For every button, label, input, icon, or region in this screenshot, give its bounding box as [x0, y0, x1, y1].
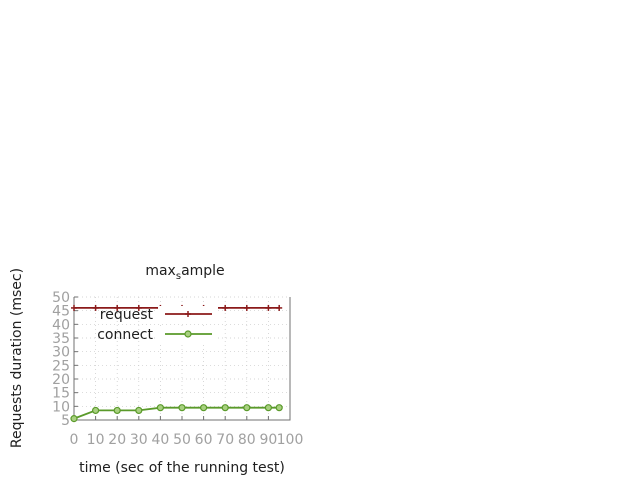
data-point: [221, 404, 229, 412]
x-tick-label: 50: [173, 432, 191, 448]
y-tick-label: 40: [52, 317, 70, 333]
data-point: [243, 304, 250, 311]
x-tick-label: 30: [130, 432, 148, 448]
y-tick-label: 30: [52, 345, 70, 361]
y-tick-label: 25: [52, 358, 70, 374]
axes: [73, 296, 291, 421]
legend: request connect: [97, 306, 218, 343]
y-axis-title: Requests duration (msec): [9, 268, 25, 448]
legend-label-request: request: [100, 307, 154, 323]
x-tick-label: 70: [216, 432, 234, 448]
chart-title-subscript: s: [176, 271, 181, 282]
chart-title: maxsample: [145, 263, 224, 282]
data-point: [70, 415, 78, 423]
data-point: [264, 404, 272, 412]
data-point: [184, 330, 192, 338]
x-tick-label: 60: [195, 432, 213, 448]
data-point: [222, 304, 229, 311]
y-tick-label: 15: [52, 386, 70, 402]
y-tick-label: 50: [52, 290, 70, 306]
y-tick-label: 5: [61, 413, 70, 429]
x-tick-label: 10: [87, 432, 105, 448]
y-tick-label: 10: [52, 399, 70, 415]
data-point: [114, 304, 121, 311]
data-point: [92, 304, 99, 311]
chart-title-tail: ample: [181, 263, 225, 279]
data-point: [265, 304, 272, 311]
tick-labels: 0 10 20 30 40 50 60 70 80 90 100510152025303540455…: [52, 290, 303, 448]
chart-title-main: max: [145, 263, 176, 279]
data-point: [135, 406, 143, 415]
data-point: [71, 304, 77, 311]
legend-label-connect: connect: [97, 327, 153, 343]
x-tick-label: 100: [277, 432, 304, 448]
data-point: [91, 406, 100, 415]
series-connect: [70, 404, 283, 423]
data-point: [275, 404, 283, 412]
y-tick-label: 35: [52, 331, 70, 347]
data-point: [178, 404, 186, 412]
data-point: [113, 406, 121, 415]
data-point: [243, 404, 251, 412]
data-point: [276, 304, 283, 311]
x-tick-label: 20: [108, 432, 126, 448]
data-point: [156, 404, 164, 412]
data-point: [200, 404, 208, 412]
x-tick-label: 0: [70, 432, 79, 448]
x-tick-label: 80: [238, 432, 256, 448]
x-tick-label: 40: [151, 432, 169, 448]
y-tick-label: 20: [52, 372, 70, 388]
x-tick-label: 90: [259, 432, 277, 448]
data-point: [185, 311, 191, 317]
x-axis-title: time (sec of the running test): [79, 460, 285, 476]
y-tick-label: 45: [52, 304, 70, 320]
data-point: [135, 304, 142, 311]
